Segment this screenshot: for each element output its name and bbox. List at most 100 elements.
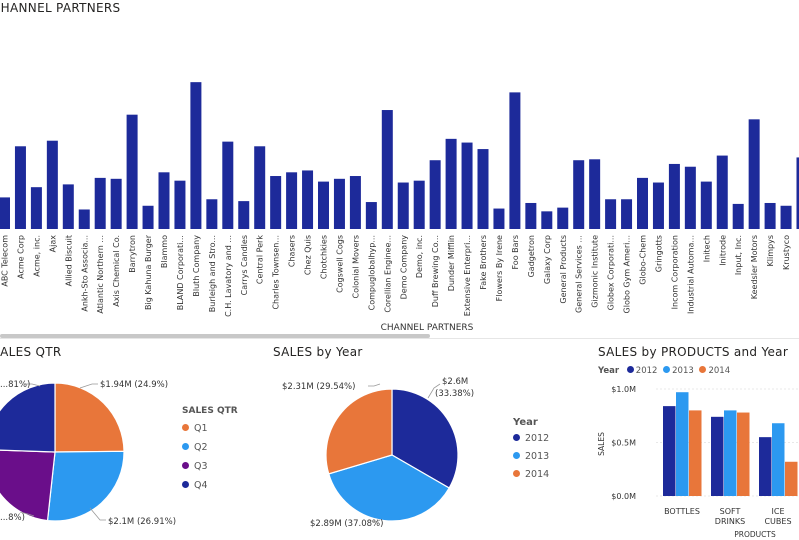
grouped-bar-2-2012[interactable] <box>759 437 772 496</box>
bar-label-19: Chez Quis <box>304 235 313 275</box>
grouped-legend-dot-2013 <box>663 366 671 373</box>
bar-15[interactable] <box>238 201 250 229</box>
chart-horizontal-scrollbar[interactable] <box>0 334 430 338</box>
bar-10[interactable] <box>158 172 170 229</box>
bar-44[interactable] <box>700 181 712 229</box>
bar-43[interactable] <box>684 166 696 229</box>
bar-37[interactable] <box>589 159 601 229</box>
bar-49[interactable] <box>780 205 792 229</box>
bar-33[interactable] <box>525 202 537 229</box>
bar-21[interactable] <box>333 178 345 229</box>
bar-45[interactable] <box>716 155 728 229</box>
year-slice-2013[interactable] <box>328 454 450 522</box>
grouped-bar-2-2014[interactable] <box>785 461 798 496</box>
bar-50[interactable] <box>796 157 799 229</box>
bar-16[interactable] <box>254 146 266 229</box>
bar-8[interactable] <box>126 114 138 229</box>
qtr-slice-q2[interactable] <box>46 450 125 522</box>
bar-label-32: Foo Bars <box>511 235 520 270</box>
bar-13[interactable] <box>206 199 218 229</box>
bar-30[interactable] <box>477 149 489 229</box>
bar-2[interactable] <box>30 187 42 229</box>
bar-42[interactable] <box>668 163 680 229</box>
bar-29[interactable] <box>461 142 473 229</box>
bar-label-49: Krustyco <box>782 235 791 270</box>
grouped-bar-1-2013[interactable] <box>724 410 737 496</box>
bar-34[interactable] <box>541 211 553 229</box>
bar-26[interactable] <box>413 180 425 229</box>
legend-item-q1[interactable]: Q1 <box>182 423 208 434</box>
qtr-slice-q3[interactable] <box>0 449 56 522</box>
qtr-slice-q4[interactable] <box>0 382 56 453</box>
bar-11[interactable] <box>174 180 186 229</box>
grouped-bar-0-2014[interactable] <box>689 410 702 496</box>
bar-label-33: Gadgetron <box>527 235 536 277</box>
bar-24[interactable] <box>381 110 393 229</box>
bar-9[interactable] <box>142 205 154 229</box>
y2014-leader-line <box>368 383 381 387</box>
bar-3[interactable] <box>46 140 58 229</box>
grouped-bar-1-2012[interactable] <box>711 416 724 496</box>
legend-label-q4: Q4 <box>194 480 208 491</box>
bar-20[interactable] <box>318 181 329 229</box>
grouped-bar-0-2012[interactable] <box>663 406 676 496</box>
bar-18[interactable] <box>286 172 298 229</box>
bar-label-14: C.H. Lavatory and ... <box>224 235 233 317</box>
bar-5[interactable] <box>78 209 90 229</box>
bar-4[interactable] <box>62 184 74 229</box>
bar-label-9: Big Kahuna Burger <box>144 234 153 310</box>
year-slice-2014[interactable] <box>325 388 393 475</box>
qtr-slice-q1[interactable] <box>54 382 125 453</box>
bar-28[interactable] <box>445 138 457 229</box>
q1-leader-line <box>79 383 98 389</box>
bar-6[interactable] <box>94 177 106 229</box>
bar-label-8: Barrytron <box>128 235 137 273</box>
bar-22[interactable] <box>349 176 361 229</box>
bar-38[interactable] <box>605 199 617 229</box>
bar-40[interactable] <box>637 177 648 229</box>
bar-label-29: Extensive Enterpri... <box>463 235 472 316</box>
bar-25[interactable] <box>397 182 409 229</box>
bar-23[interactable] <box>365 202 377 229</box>
grouped-bar-2-2013[interactable] <box>772 423 785 496</box>
grouped-bar-0-2013[interactable] <box>676 392 689 496</box>
bar-label-45: Initrode <box>718 235 727 266</box>
bar-7[interactable] <box>110 178 122 229</box>
legend-item-2013[interactable]: 2013 <box>513 451 549 462</box>
bar-39[interactable] <box>621 199 633 229</box>
legend-item-q4[interactable]: Q4 <box>182 480 208 491</box>
year-slice-2012[interactable] <box>391 388 459 489</box>
legend-item-2014[interactable]: 2014 <box>513 469 549 480</box>
legend-item-q3[interactable]: Q3 <box>182 461 208 472</box>
bar-label-3: Ajax <box>48 235 57 253</box>
bar-46[interactable] <box>732 203 744 229</box>
bar-12[interactable] <box>190 82 202 229</box>
channel-partners-title: CHANNEL PARTNERS <box>0 1 121 15</box>
legend-dot-2014 <box>513 470 520 477</box>
bar-32[interactable] <box>509 92 521 230</box>
bar-0[interactable] <box>0 197 10 229</box>
bar-label-30: Fake Brothers <box>479 235 488 290</box>
bar-27[interactable] <box>429 160 441 229</box>
bar-14[interactable] <box>222 141 234 229</box>
legend-item-q2[interactable]: Q2 <box>182 442 208 453</box>
grouped-legend-2012[interactable]: 2012 <box>635 366 658 376</box>
bar-31[interactable] <box>493 208 505 229</box>
bar-41[interactable] <box>652 182 664 229</box>
year-legend-title: Year <box>513 417 538 428</box>
bar-17[interactable] <box>270 176 282 229</box>
grouped-bar-1-2014[interactable] <box>737 412 750 496</box>
grouped-legend-2014[interactable]: 2014 <box>708 366 731 376</box>
bar-36[interactable] <box>573 160 585 229</box>
bar-1[interactable] <box>14 146 26 229</box>
bar-label-25: Demo Company <box>399 235 408 300</box>
legend-item-2012[interactable]: 2012 <box>513 433 549 444</box>
bar-35[interactable] <box>557 207 569 229</box>
bar-19[interactable] <box>302 170 314 229</box>
grouped-legend-2013[interactable]: 2013 <box>672 366 694 376</box>
bar-48[interactable] <box>764 202 776 229</box>
bar-47[interactable] <box>748 119 760 229</box>
y2012-leader-line <box>427 383 441 399</box>
q2-leader-line <box>89 507 106 521</box>
channel-partners-chart: ABC Telecom Acme Corp Acme, inc. Ajax Allied… <box>0 82 799 333</box>
